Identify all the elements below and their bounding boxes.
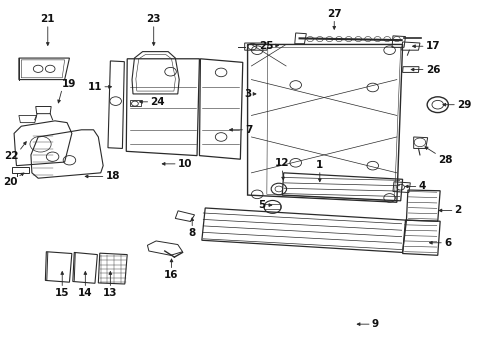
Text: 29: 29 bbox=[456, 100, 470, 110]
Text: 4: 4 bbox=[418, 181, 425, 192]
Text: 15: 15 bbox=[55, 288, 69, 298]
Text: 19: 19 bbox=[62, 78, 77, 89]
Text: 11: 11 bbox=[87, 82, 102, 92]
Text: 25: 25 bbox=[259, 41, 273, 50]
Text: 17: 17 bbox=[425, 41, 439, 51]
Text: 23: 23 bbox=[146, 14, 161, 24]
Text: 24: 24 bbox=[150, 97, 164, 107]
Text: 6: 6 bbox=[443, 238, 450, 248]
Text: 20: 20 bbox=[3, 177, 18, 187]
Text: 13: 13 bbox=[103, 288, 118, 298]
Text: 28: 28 bbox=[437, 155, 451, 165]
Text: 5: 5 bbox=[258, 200, 265, 210]
Text: 2: 2 bbox=[454, 206, 461, 216]
Text: 16: 16 bbox=[164, 270, 179, 280]
Text: 21: 21 bbox=[41, 14, 55, 24]
Text: 18: 18 bbox=[105, 171, 120, 181]
Text: 8: 8 bbox=[188, 228, 195, 238]
Text: 9: 9 bbox=[371, 319, 378, 329]
Text: 22: 22 bbox=[4, 151, 19, 161]
Text: 7: 7 bbox=[244, 125, 252, 135]
Text: 27: 27 bbox=[326, 9, 341, 19]
Text: 12: 12 bbox=[274, 158, 289, 168]
Text: 26: 26 bbox=[425, 64, 439, 75]
Text: 1: 1 bbox=[316, 160, 323, 170]
Text: 3: 3 bbox=[244, 89, 251, 99]
Text: 10: 10 bbox=[178, 159, 192, 169]
Text: 14: 14 bbox=[78, 288, 92, 298]
